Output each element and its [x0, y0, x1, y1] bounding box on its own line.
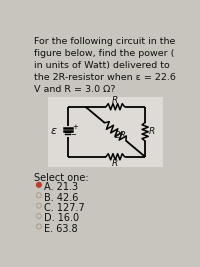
Text: A. 21.3: A. 21.3 — [44, 182, 78, 192]
Text: Select one:: Select one: — [34, 173, 89, 183]
Text: −: − — [71, 132, 77, 138]
Circle shape — [36, 182, 41, 187]
Text: For the following circuit in the
figure below, find the power (
in units of Watt: For the following circuit in the figure … — [34, 37, 176, 94]
Text: R: R — [149, 127, 155, 136]
Text: ε: ε — [51, 126, 57, 136]
Text: 2R: 2R — [115, 131, 127, 140]
FancyBboxPatch shape — [48, 97, 163, 167]
Text: R: R — [112, 96, 118, 105]
Text: E. 63.8: E. 63.8 — [44, 224, 78, 234]
Text: C. 127.7: C. 127.7 — [44, 203, 85, 213]
Text: +: + — [72, 124, 78, 130]
Text: D. 16.0: D. 16.0 — [44, 213, 80, 223]
Text: R: R — [112, 159, 118, 168]
Text: B. 42.6: B. 42.6 — [44, 193, 79, 203]
